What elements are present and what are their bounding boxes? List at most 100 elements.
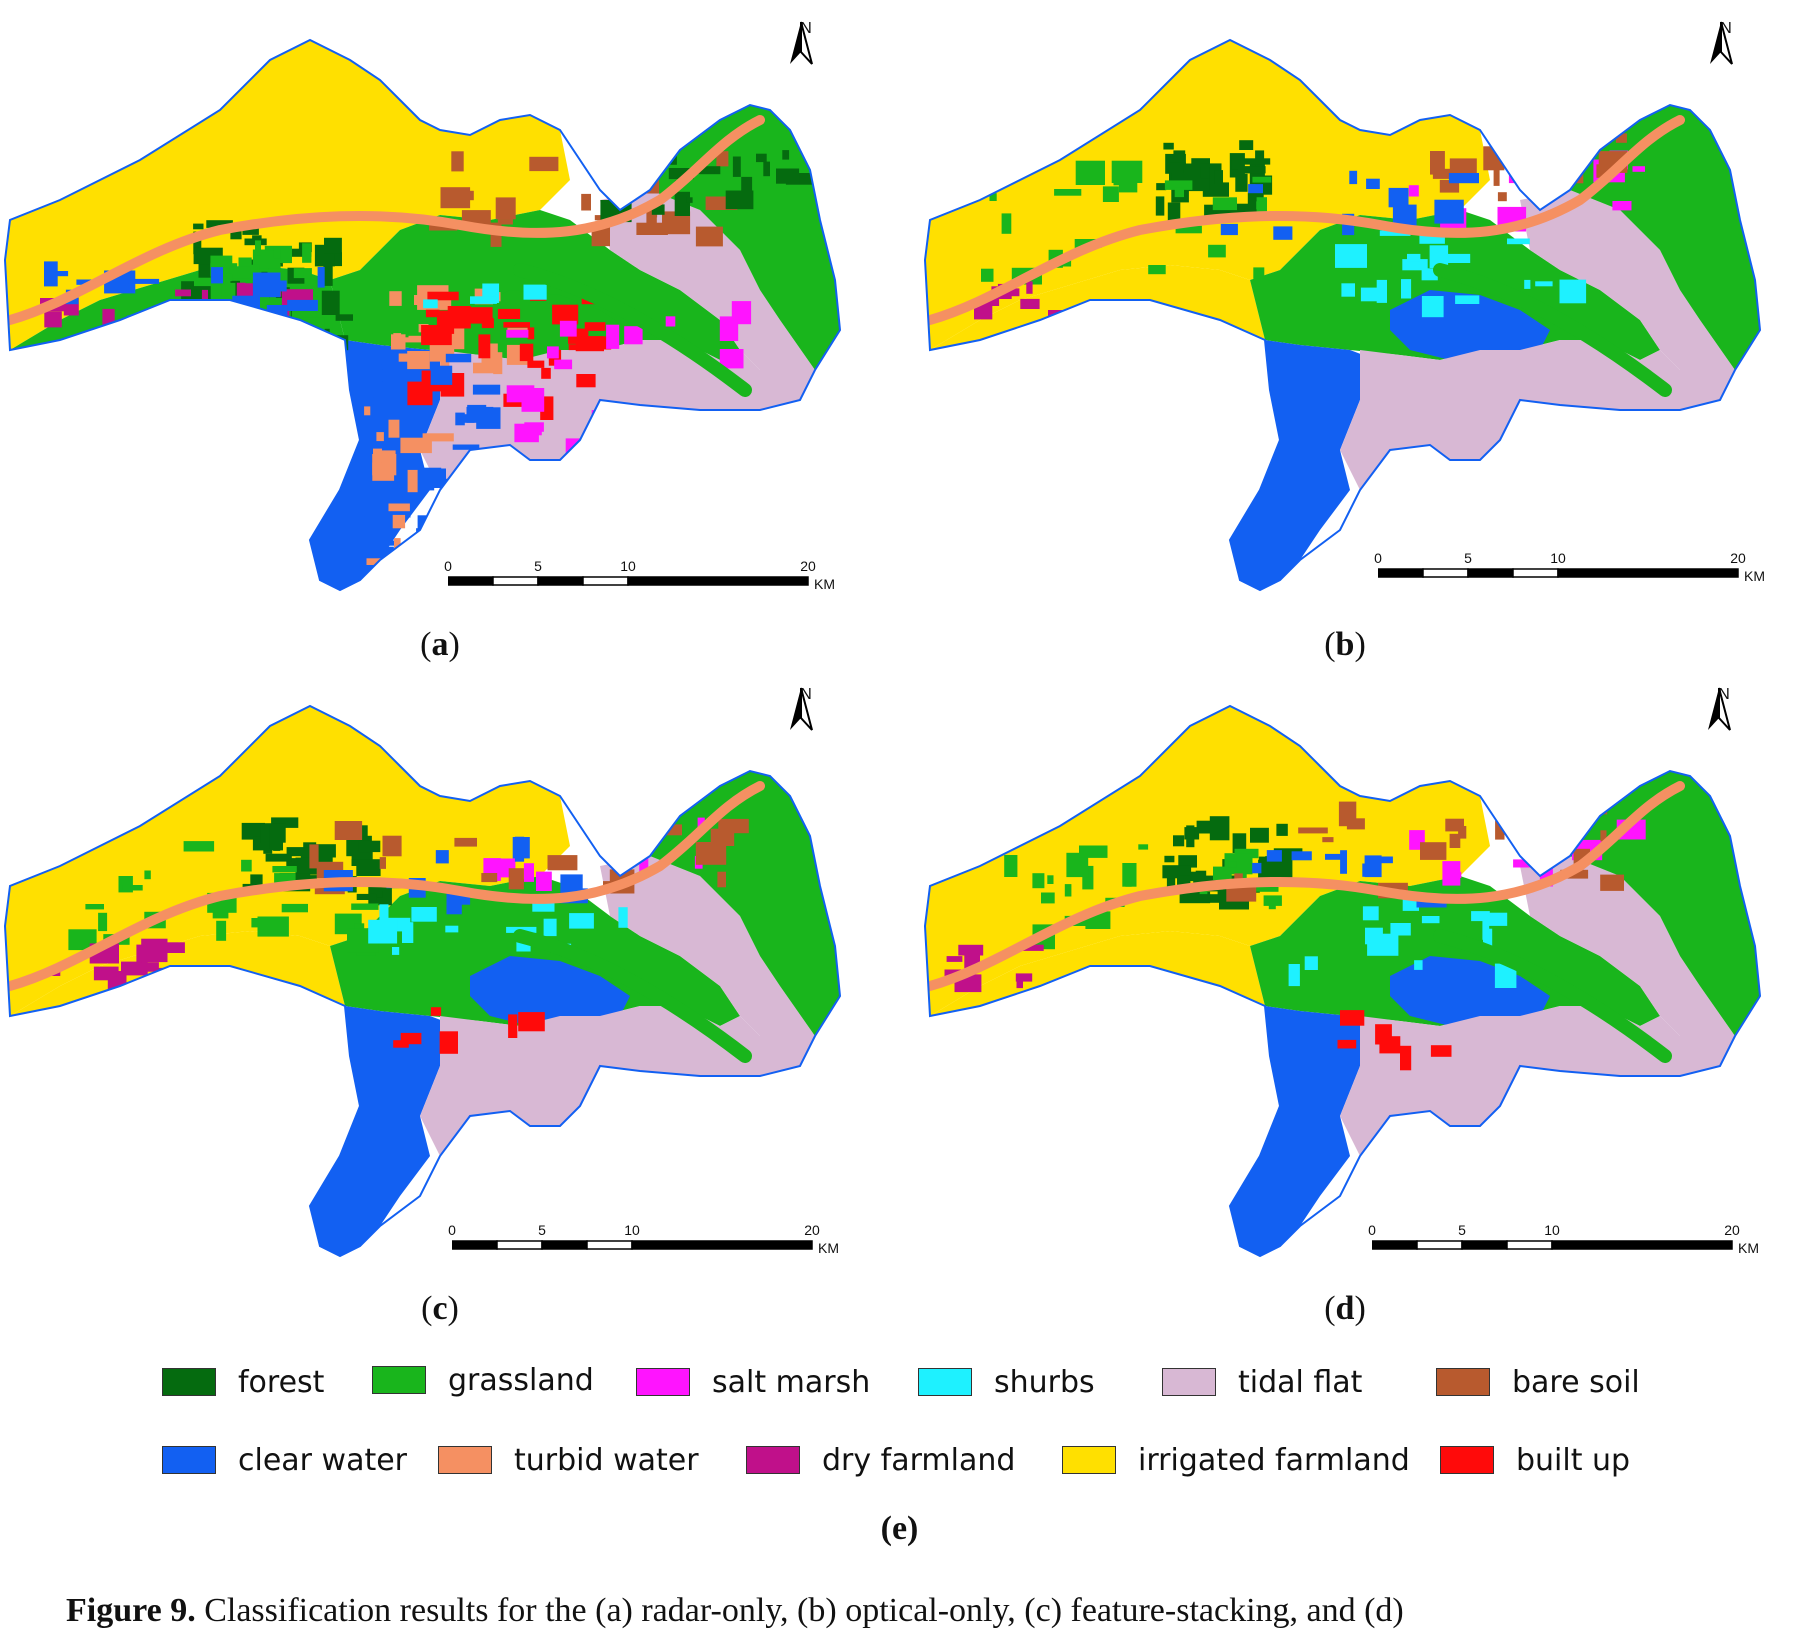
patch-grassland: [1174, 187, 1184, 198]
patch-forest: [271, 817, 299, 828]
patch-grassland: [1075, 160, 1105, 185]
legend-label: turbid water: [514, 1442, 699, 1478]
river: [5, 781, 765, 991]
patch-clear-water: [465, 514, 485, 525]
patch-bare-soil: [642, 167, 652, 188]
patch-built-up: [430, 1007, 442, 1016]
patch-clear-water: [1340, 850, 1347, 874]
patch-turbid-water: [460, 525, 493, 545]
patch-shurbs: [1421, 296, 1444, 318]
patch-clear-water: [1248, 184, 1263, 194]
patch-grassland: [1212, 197, 1237, 211]
patch-dry-farmland: [1087, 980, 1107, 989]
patch-dry-farmland: [1079, 985, 1099, 992]
patch-clear-water: [1273, 226, 1293, 240]
caption-text: Classification results for the (a) radar…: [204, 1592, 1404, 1629]
patch-shurbs: [1288, 964, 1300, 987]
patch-forest: [241, 822, 265, 840]
patch-salt-marsh: [547, 346, 559, 359]
patch-built-up: [581, 336, 612, 350]
patch-bare-soil: [620, 166, 650, 173]
patch-clear-water: [472, 384, 501, 395]
patch-forest: [1242, 166, 1266, 174]
patch-grassland: [245, 344, 275, 369]
legend-panel-label: (e): [880, 1510, 919, 1547]
channel: [513, 929, 752, 1063]
patch-clear-water: [373, 397, 402, 405]
patch-clear-water: [1366, 178, 1380, 189]
patch-grassland: [183, 841, 215, 852]
legend-label: irrigated farmland: [1138, 1442, 1410, 1478]
patch-bare-soil: [429, 224, 458, 231]
patch-bare-soil: [695, 226, 723, 247]
patch-clear-water: [1220, 223, 1238, 236]
patch-forest: [1232, 833, 1247, 853]
patch-salt-marsh: [615, 826, 630, 834]
patch-forest: [301, 331, 324, 344]
patch-bare-soil: [1420, 842, 1447, 860]
patch-dry-farmland: [141, 938, 168, 963]
patch-turbid-water: [422, 433, 454, 442]
river: [925, 781, 1685, 991]
region-tidal: [1340, 340, 1735, 490]
patch-forest: [1231, 155, 1238, 170]
patch-shurbs: [1444, 253, 1471, 263]
scale-bar-c: 0 5 10 20 KM: [448, 1222, 872, 1262]
patch-grassland: [1066, 852, 1089, 878]
patch-forest: [1209, 816, 1230, 841]
patch-shurbs: [1559, 279, 1587, 304]
patch-clear-water: [381, 362, 390, 370]
scale-tick-label: 20: [804, 1222, 820, 1238]
patch-grassland: [224, 320, 251, 339]
patch-forest: [1183, 163, 1192, 182]
legend-swatch: [1440, 1446, 1494, 1474]
patch-dry-farmland: [1071, 321, 1080, 343]
patch-turbid-water: [389, 291, 402, 306]
patch-forest: [295, 857, 312, 875]
patch-grassland: [270, 346, 281, 366]
patch-forest: [217, 345, 229, 364]
patch-forest: [622, 176, 640, 189]
map-land-cover: [5, 706, 840, 1256]
patch-bare-soil: [1600, 874, 1624, 891]
patch-shurbs: [1535, 281, 1553, 287]
patch-shurbs: [569, 913, 594, 929]
patch-forest: [1162, 865, 1192, 879]
patch-clear-water: [446, 890, 462, 915]
patch-clear-water: [44, 261, 58, 287]
scale-tick-label: 0: [444, 558, 452, 574]
legend-item: bare soil: [1436, 1362, 1640, 1402]
figure-caption: Figure 9. Classification results for the…: [66, 1592, 1786, 1630]
north-arrow-icon: [790, 687, 813, 731]
patch-bare-soil: [662, 211, 691, 235]
patch-clear-water: [452, 444, 480, 450]
patch-clear-water: [1252, 862, 1262, 874]
patch-grassland: [315, 336, 333, 355]
patch-forest: [289, 345, 302, 359]
patch-bare-soil: [1497, 192, 1507, 202]
study-area-outline: [923, 704, 1762, 1258]
patch-forest: [1200, 167, 1210, 179]
classification-map-b: [923, 38, 1762, 592]
scale-tick-label: 5: [1458, 1222, 1466, 1238]
patch-shurbs: [1414, 960, 1423, 970]
patch-clear-water: [377, 405, 407, 426]
patch-grassland: [1079, 845, 1108, 858]
patch-grassland: [227, 309, 253, 324]
legend-item: salt marsh: [636, 1362, 870, 1402]
patch-forest: [242, 225, 259, 235]
patch-built-up: [527, 327, 535, 340]
patch-shurbs: [618, 907, 628, 928]
patch-bare-soil: [717, 871, 726, 888]
patch-forest: [192, 377, 208, 390]
patch-bare-soil: [497, 219, 513, 225]
patch-forest: [206, 220, 233, 228]
legend-swatch: [918, 1368, 972, 1396]
patch-forest: [317, 384, 331, 405]
patch-clear-water: [1388, 187, 1409, 208]
patch-forest: [351, 859, 383, 866]
patch-forest: [204, 351, 225, 363]
legend-item: tidal flat: [1162, 1362, 1362, 1402]
patch-shurbs: [1494, 963, 1517, 988]
map-panel-c: N 0 5 10 20 KM: [0, 686, 880, 1296]
